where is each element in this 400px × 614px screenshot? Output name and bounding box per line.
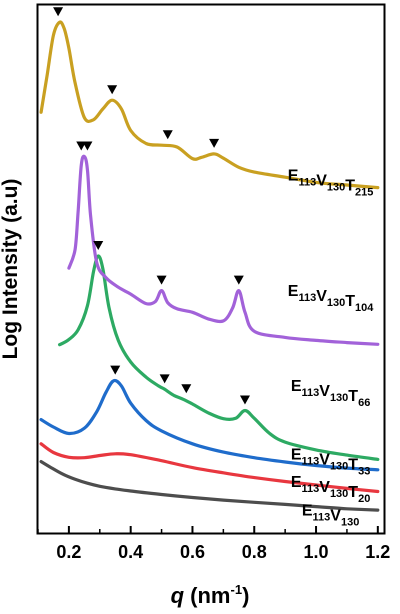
series-line [39,378,380,472]
x-tick-label: 1.2 [365,542,390,562]
x-axis-ticks: 0.2 0.4 0.6 0.8 1.0 1.2 [37,526,390,562]
x-tick-label: 0.2 [56,542,81,562]
peak-marker-triangle [110,365,121,375]
peak-marker-triangle [82,141,93,151]
peak-marker-layer [53,7,250,405]
x-tick-label: 0.6 [180,542,205,562]
series-line [39,20,380,190]
peak-marker-triangle [209,138,220,148]
series-label: E113V130T104 [288,283,374,314]
peak-marker-triangle [156,275,167,285]
peak-marker-triangle [162,130,173,140]
y-axis-title: Log Intensity (a.u) [0,179,22,360]
series-layer [39,20,380,512]
series-line [39,442,380,494]
x-tick-label: 0.4 [118,542,143,562]
series-label: E113V130T66 [291,378,370,409]
plot-frame [36,3,386,535]
series-label: E113V130T33 [291,446,370,477]
peak-marker-triangle [181,384,192,394]
peak-marker-triangle [233,275,244,285]
x-axis-title: q (nm-1) [171,582,250,608]
x-tick-label: 0.8 [242,542,267,562]
peak-marker-triangle [93,241,104,251]
series-label: E113V130T215 [288,167,374,198]
peak-marker-triangle [53,7,64,17]
peak-marker-triangle [107,85,118,95]
series-line [39,460,380,512]
peak-marker-triangle [159,374,170,384]
series-label: E113V130 [302,503,359,529]
x-tick-label: 1.0 [304,542,329,562]
series-line [67,154,380,346]
series-label: E113V130T20 [291,474,370,505]
series-line [58,254,380,461]
peak-marker-triangle [239,395,250,405]
